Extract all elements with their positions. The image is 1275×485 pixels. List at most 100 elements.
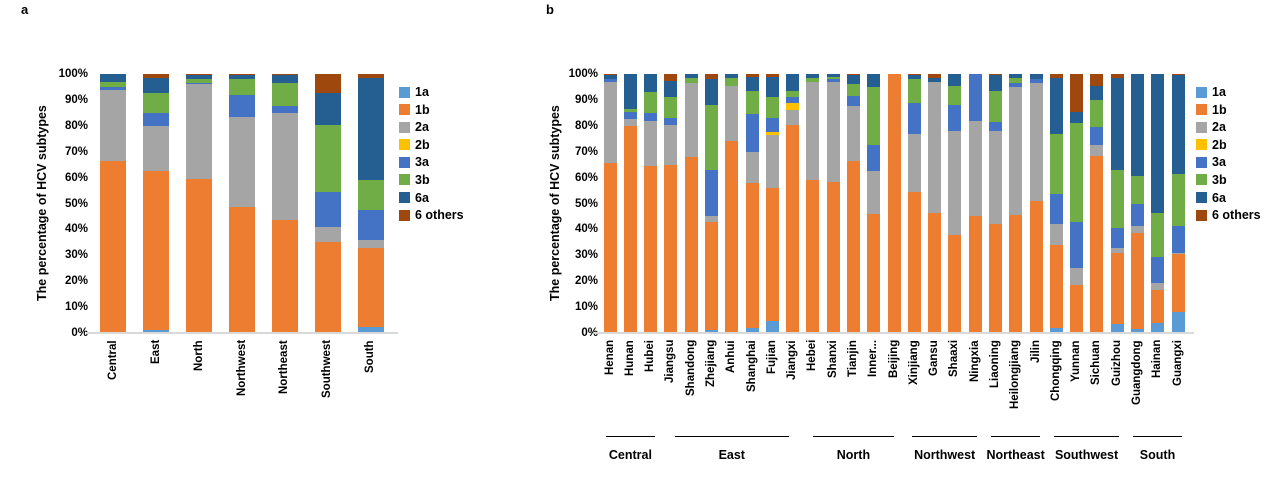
- segment-2b: [786, 102, 800, 111]
- segment-2a: [1009, 86, 1023, 216]
- bar-zhejiang: Zhejiang: [701, 74, 721, 432]
- segment-3b: [948, 85, 962, 106]
- legend-item-1a: 1a: [1196, 86, 1261, 98]
- segment-2a: [705, 216, 719, 222]
- x-axis-label: Tianjin: [847, 340, 860, 377]
- legend-swatch-icon: [1196, 156, 1207, 168]
- bar-ningxia: Ningxia: [965, 74, 985, 432]
- segment-1a: [948, 331, 962, 333]
- segment-3b: [1110, 169, 1124, 229]
- segment-1b: [229, 207, 255, 333]
- legend-label: 6 others: [415, 208, 464, 223]
- segment-2a: [867, 171, 881, 214]
- segment-2a: [907, 133, 921, 192]
- group-underline: [675, 436, 789, 437]
- segment-3a: [186, 83, 213, 85]
- bar-central: Central: [92, 74, 135, 432]
- segment-1b: [1009, 215, 1023, 333]
- legend-swatch-icon: [1196, 139, 1207, 151]
- x-axis-label: Liaoning: [988, 340, 1001, 388]
- group-name: Northwest: [914, 448, 976, 462]
- segment-1a: [314, 331, 341, 333]
- segment-6-others: [357, 74, 384, 78]
- y-axis-title-b: The percentage of HCV subtypes: [548, 105, 562, 302]
- segment-6-others: [847, 74, 861, 76]
- segment-6-others: [271, 74, 298, 76]
- y-tick-label: 60%: [574, 171, 598, 184]
- group-name: North: [836, 448, 871, 462]
- segment-2a: [968, 120, 982, 217]
- x-axis-label: Hebei: [806, 340, 819, 372]
- panel-b-label: b: [546, 2, 554, 17]
- segment-3b: [271, 83, 298, 107]
- x-axis-label: Guangxi: [1171, 340, 1184, 387]
- segment-1a: [705, 330, 719, 333]
- legend-label: 3a: [1212, 155, 1226, 170]
- group-name: Northeast: [986, 448, 1045, 462]
- segment-3b: [1070, 123, 1084, 222]
- x-axis-label: Yunnan: [1070, 340, 1083, 382]
- group-underline: [991, 436, 1040, 437]
- segment-2a: [745, 151, 759, 183]
- segment-3a: [1110, 228, 1124, 248]
- legend-label: 6 others: [1212, 208, 1261, 223]
- legend-label: 6a: [415, 190, 429, 205]
- legend-swatch-icon: [399, 139, 410, 151]
- segment-3b: [229, 79, 255, 95]
- bar-shanxi: Shanxi: [823, 74, 843, 432]
- segment-6a: [1070, 111, 1084, 124]
- legend-label: 1b: [1212, 102, 1227, 117]
- x-axis-label: Northwest: [235, 340, 248, 397]
- segment-2a: [644, 120, 658, 166]
- segment-3a: [1090, 127, 1104, 146]
- segment-1a: [357, 326, 384, 333]
- segment-6a: [826, 74, 840, 77]
- segment-2a: [786, 110, 800, 125]
- y-axis-ticks-a: 100% 90% 80% 70% 60% 50% 40% 30% 20% 10% 0%: [54, 68, 88, 339]
- segment-6a: [1110, 77, 1124, 170]
- y-tick-label: 10%: [64, 301, 88, 314]
- y-tick-label: 60%: [64, 171, 88, 184]
- segment-2a: [1171, 252, 1185, 255]
- legend-label: 1b: [415, 102, 430, 117]
- segment-6a: [186, 75, 213, 80]
- segment-3a: [1009, 83, 1023, 87]
- region-group-southwest: Southwest: [1046, 429, 1127, 462]
- group-name: South: [1139, 448, 1176, 462]
- segment-1b: [100, 160, 127, 333]
- segment-1b: [786, 124, 800, 333]
- bar-stack: [948, 74, 962, 333]
- x-axis-label: Shaaxi: [948, 340, 961, 378]
- x-axis-label: East: [149, 340, 162, 365]
- bar-stack: [887, 74, 901, 333]
- x-axis-label: Shanxi: [826, 340, 839, 378]
- x-axis-label: Guangdong: [1130, 340, 1143, 405]
- segment-3a: [847, 96, 861, 107]
- legend-label: 1a: [415, 85, 429, 99]
- y-tick-label: 100%: [568, 68, 598, 80]
- y-axis-ticks-b: 100% 90% 80% 70% 60% 50% 40% 30% 20% 10% 0%: [564, 68, 598, 339]
- bar-stack: [664, 74, 678, 333]
- segment-2a: [684, 83, 698, 157]
- segment-6-others: [745, 74, 759, 77]
- legend-item-3b: 3b: [1196, 174, 1261, 186]
- segment-1b: [1070, 285, 1084, 333]
- segment-2a: [725, 85, 739, 142]
- legend-label: 2a: [415, 120, 429, 135]
- bar-north: North: [178, 74, 221, 432]
- segment-6a: [988, 75, 1002, 91]
- segment-3a: [1049, 194, 1063, 225]
- x-axis-label: Shandong: [684, 340, 697, 397]
- legend-swatch-icon: [399, 121, 410, 133]
- legend-label: 3b: [415, 172, 430, 187]
- bar-hubei: Hubei: [641, 74, 661, 432]
- y-tick-label: 0%: [71, 327, 88, 339]
- segment-2a: [988, 131, 1002, 225]
- segment-1b: [765, 187, 779, 322]
- x-axis-label: Fujian: [765, 340, 778, 374]
- segment-3a: [1151, 256, 1165, 283]
- segment-1b: [1090, 155, 1104, 333]
- segment-6a: [100, 74, 127, 82]
- x-axis-label: Heilongjiang: [1009, 340, 1022, 409]
- segment-2a: [143, 125, 170, 172]
